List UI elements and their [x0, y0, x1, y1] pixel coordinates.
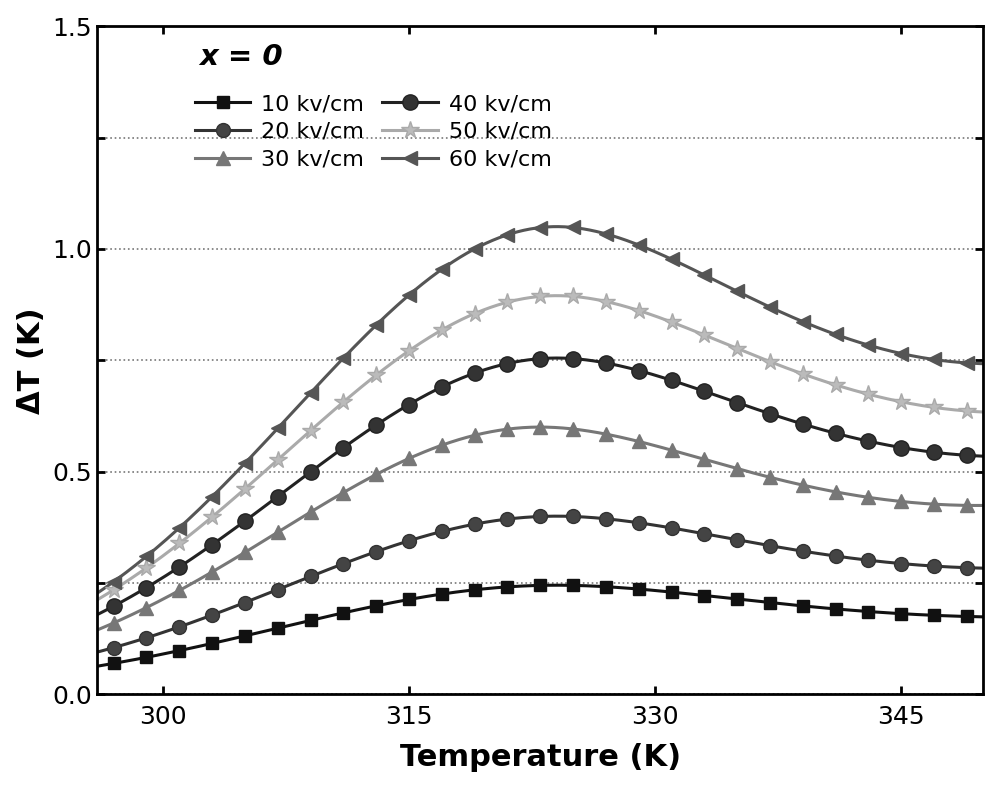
- Y-axis label: ΔT (K): ΔT (K): [17, 307, 46, 413]
- Legend: 10 kv/cm, 20 kv/cm, 30 kv/cm, 40 kv/cm, 50 kv/cm, 60 kv/cm: 10 kv/cm, 20 kv/cm, 30 kv/cm, 40 kv/cm, …: [188, 88, 558, 176]
- X-axis label: Temperature (K): Temperature (K): [400, 743, 681, 772]
- Text: x = 0: x = 0: [199, 43, 283, 71]
